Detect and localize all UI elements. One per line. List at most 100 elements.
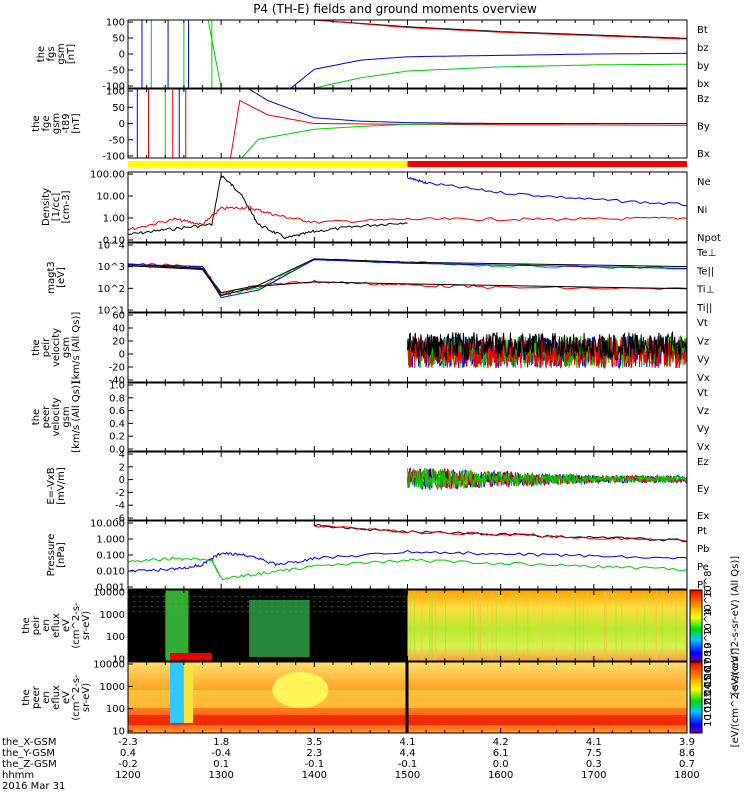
y-tick-label: 0 [119, 350, 125, 361]
spectrogram-ion-cloud [249, 600, 310, 657]
series-line-Pb [314, 524, 687, 542]
x-tick-label: 1400 [302, 770, 327, 781]
y-axis-label-line: (cm^2-s- [71, 602, 82, 649]
x-tick-label: 0.3 [586, 759, 602, 770]
panel-fge: 100 50 0 -50 -100 thefgegsm-t89[nT] Bz By Bx [31, 87, 710, 167]
x-tick-label: 1500 [395, 770, 420, 781]
legend-entry: Te|| [696, 266, 714, 277]
legend-entry: Ti⊥ [696, 285, 714, 296]
y-axis-label-line: [eV] [56, 267, 67, 288]
panel-peir_eflux: 10^810^610^410^210000100010010thepeirene… [21, 556, 741, 695]
x-tick-label: -2.3 [118, 737, 138, 748]
y-tick-label: 50 [112, 103, 125, 114]
y-tick-label: 4 [119, 450, 125, 461]
y-axis-label-line: -t89 [61, 113, 72, 133]
legend-entry: Pb [697, 544, 709, 555]
y-tick-label: 0.8 [109, 393, 125, 404]
y-tick-label: 1000 [100, 610, 125, 621]
panel-peer_velocity: 1.00.8 0.6 0.4 0.2 0.0 thepeervelocitygsm[km/… [31, 381, 710, 456]
y-tick-label: 10 [112, 655, 125, 666]
panel-density: 100.00 10.00 1.00 0.10 Density[1/cc][cm-3] Ne… [41, 170, 721, 247]
series-line-Te⊥ [128, 262, 687, 295]
y-tick-label: -50 [109, 135, 125, 146]
y-axis-label-line: gsm [61, 406, 72, 427]
y-tick-label: 0.10 [103, 236, 125, 247]
panel-efield: 42 0 -2 -4 -6 E=-VxB[mV/m] Ez Ey Ex [46, 450, 709, 525]
y-axis-label: thepeirenefluxeV(cm^2-s-sr-eV) [21, 602, 92, 649]
colorbar-tick-label: 10^8 [703, 571, 714, 598]
y-axis-label-line: Pressure [46, 534, 57, 577]
y-tick-label: 40 [112, 324, 125, 335]
series-line-Bz [230, 99, 687, 158]
y-tick-label: 0 [119, 119, 125, 130]
series-line-Pe [128, 556, 687, 581]
y-axis-label: Density[1/cc][cm-3] [41, 188, 72, 226]
y-axis-label-line: E=-VxB [46, 467, 57, 504]
x-tick-label: 8.6 [679, 748, 695, 759]
noise-trace [407, 467, 687, 490]
y-tick-label: 0 [119, 475, 125, 486]
legend-entry: Pt [697, 526, 707, 537]
colorbar-tick-label: 10^2 [703, 628, 714, 655]
legend-entry: Vt [697, 388, 708, 399]
y-tick-label: 1.000 [96, 535, 125, 546]
legend-entry: Ni [697, 205, 707, 216]
plot-area-peir_velocity [407, 330, 687, 370]
y-axis-label: magt3[eV] [46, 261, 67, 294]
y-axis-label-line: en [41, 619, 52, 632]
figure-title: P4 (TH-E) fields and ground moments over… [253, 2, 537, 16]
y-tick-label: 10^1 [98, 306, 125, 317]
colorbar [689, 589, 703, 662]
series-line-Npot [407, 176, 687, 207]
x-tick-label: 1300 [208, 770, 233, 781]
x-tick-label: 4.1 [400, 737, 416, 748]
y-tick-label: -100 [102, 152, 125, 163]
legend-entry: Vy [697, 424, 710, 435]
legend-entry: Vx [697, 373, 710, 384]
spectrogram-electron-burst [169, 662, 184, 723]
y-tick-label: -50 [109, 66, 125, 77]
legend-entry: Vt [697, 318, 708, 329]
y-axis-label-line: velocity [51, 397, 62, 436]
y-axis-label-line: the [21, 689, 32, 705]
plot-area-efield [407, 467, 687, 490]
x-tick-label: 0.0 [493, 759, 509, 770]
x-tick-label: -0.1 [398, 759, 418, 770]
x-tick-label: 1200 [115, 770, 140, 781]
panel-pressure: 10.0001.0000.1000.0100.001Pressure[nPa]P… [46, 519, 709, 594]
x-tick-label: -0.4 [211, 748, 231, 759]
y-axis-label: thepeirvelocitygsm[km/s (All Qs)] [31, 312, 82, 384]
y-tick-label: -4 [115, 501, 125, 512]
y-tick-label: 0.6 [109, 406, 125, 417]
series-line-Ne [128, 205, 687, 231]
y-axis-label-line: gsm [51, 113, 62, 134]
y-tick-label: 0 [119, 50, 125, 61]
noise-trace [407, 335, 687, 370]
y-axis-label: thepeerenefluxeV(cm^2-s-sr-eV) [21, 674, 92, 721]
colorbar-tick-label: 10^8 [703, 651, 714, 678]
noise-trace [407, 330, 687, 361]
y-axis-label-line: [1/cc] [51, 193, 62, 222]
series-line-Bt [313, 20, 687, 39]
legend-entry: Vy [697, 355, 710, 366]
y-axis-label-line: gsm [61, 337, 72, 358]
legend-entry: Vz [697, 406, 709, 417]
y-axis-label-line: peer [31, 685, 42, 709]
x-tick-label: 3.5 [306, 737, 322, 748]
y-tick-label: 10 [112, 727, 125, 738]
y-tick-label: 10^3 [98, 262, 125, 273]
plot-area-fge [136, 89, 687, 158]
plot-area-fgs [141, 20, 687, 88]
x-tick-label: -0.2 [118, 759, 138, 770]
y-axis-label-line: [nPa] [56, 542, 67, 568]
panel-fgs: 100 50 0 -50 -100 thefgsgsm[nT] Bt bz by bx [36, 18, 709, 93]
y-tick-label: 20 [112, 337, 125, 348]
series-line-Ni [128, 173, 408, 240]
y-tick-label: 1.00 [103, 214, 125, 225]
y-axis-label-line: (cm^2-s- [71, 674, 82, 721]
y-tick-label: -2 [115, 488, 125, 499]
colorbar-tick-label: 10^4 [703, 609, 714, 636]
panel-frame [127, 242, 688, 313]
y-axis-label-line: Density [41, 188, 52, 226]
y-tick-label: 2 [119, 462, 125, 473]
